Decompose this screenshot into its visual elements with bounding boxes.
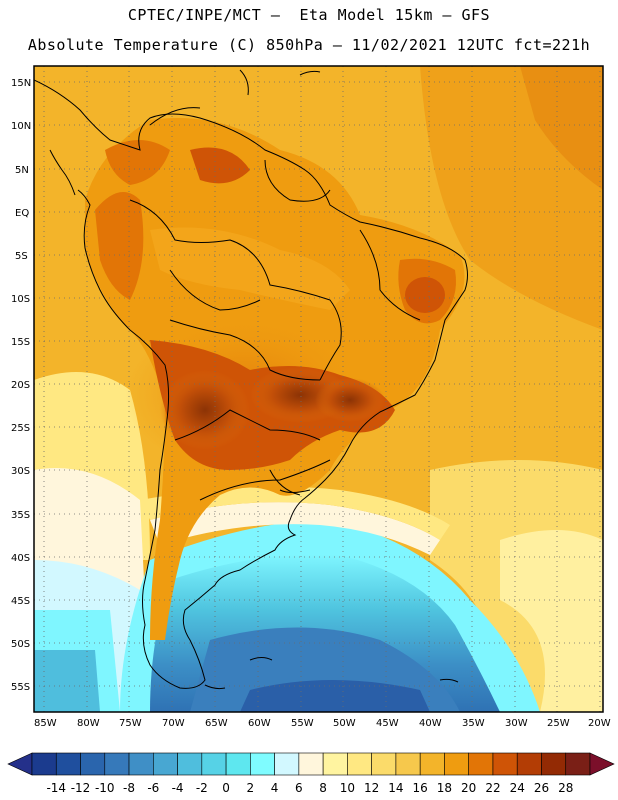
lat-label: 5S bbox=[15, 251, 28, 262]
lat-label: 15N bbox=[11, 78, 31, 89]
colorbar-swatch bbox=[225, 752, 251, 776]
colorbar-tick-label: 6 bbox=[295, 781, 303, 795]
colorbar-swatch bbox=[128, 752, 154, 776]
colorbar-swatch bbox=[371, 752, 397, 776]
colorbar-swatches bbox=[7, 752, 615, 776]
colorbar-tick-label: 14 bbox=[388, 781, 403, 795]
colorbar-tick-label: 2 bbox=[247, 781, 255, 795]
colorbar-swatch bbox=[492, 752, 518, 776]
title-field: Absolute Temperature (C) 850hPa – 11/02/… bbox=[27, 36, 591, 54]
colorbar-tick-label: 22 bbox=[485, 781, 500, 795]
lat-label: 50S bbox=[11, 639, 30, 650]
colorbar-swatch bbox=[80, 752, 106, 776]
colorbar-swatch bbox=[541, 752, 567, 776]
longitude-labels: 85W 80W 75W 70W 65W 60W 55W 50W 45W 40W … bbox=[34, 718, 611, 729]
colorbar-tick-label: 26 bbox=[534, 781, 549, 795]
colorbar-swatch bbox=[298, 752, 324, 776]
colorbar-tick-label: 8 bbox=[319, 781, 327, 795]
coastlines bbox=[34, 69, 468, 690]
colorbar-tick-label: 4 bbox=[271, 781, 279, 795]
colorbar-arrow-low bbox=[7, 752, 33, 776]
colorbar-swatch bbox=[322, 752, 348, 776]
colorbar-swatch bbox=[419, 752, 445, 776]
lat-label: 30S bbox=[11, 466, 30, 477]
colorbar-swatch bbox=[274, 752, 300, 776]
temperature-map: 15N 10N 5N EQ 5S 10S 15S 20S 25S 30S 35S… bbox=[11, 65, 611, 729]
lon-label: 75W bbox=[119, 718, 142, 729]
colorbar-tick-label: 0 bbox=[222, 781, 230, 795]
colorbar-tick-label: -14 bbox=[46, 781, 66, 795]
lon-label: 85W bbox=[34, 718, 57, 729]
lon-label: 25W bbox=[547, 718, 570, 729]
lat-label: 20S bbox=[11, 380, 30, 391]
lon-label: 80W bbox=[77, 718, 100, 729]
colorbar-tick-label: 12 bbox=[364, 781, 379, 795]
colorbar: -14 -12 -10 -8 -6 -4 -2 0 2 4 6 8 10 12 14 16 18 20 22 24 26… bbox=[7, 752, 615, 795]
colorbar-swatch bbox=[468, 752, 494, 776]
lat-label: 55S bbox=[11, 682, 30, 693]
colorbar-swatch bbox=[104, 752, 130, 776]
colorbar-swatch bbox=[31, 752, 57, 776]
colorbar-tick-label: 24 bbox=[510, 781, 525, 795]
lon-label: 35W bbox=[462, 718, 485, 729]
lat-label: 15S bbox=[11, 337, 30, 348]
colorbar-swatch bbox=[201, 752, 227, 776]
title-model: CPTEC/INPE/MCT – Eta Model 15km – GFS bbox=[127, 6, 491, 24]
lon-label: 70W bbox=[162, 718, 185, 729]
colorbar-tick-label: 20 bbox=[461, 781, 476, 795]
colorbar-tick-label: -4 bbox=[172, 781, 184, 795]
colorbar-swatch bbox=[250, 752, 275, 776]
lon-label: 20W bbox=[588, 718, 611, 729]
colorbar-arrow-high bbox=[589, 752, 615, 776]
colorbar-tick-label: -8 bbox=[123, 781, 135, 795]
colorbar-tick-label: 28 bbox=[558, 781, 573, 795]
colorbar-tick-label: 10 bbox=[340, 781, 355, 795]
colorbar-tick-label: 16 bbox=[413, 781, 428, 795]
colorbar-ticks: -14 -12 -10 -8 -6 -4 -2 0 2 4 6 8 10 12 14 16 18 20 22 24 26… bbox=[46, 781, 573, 795]
lon-label: 40W bbox=[419, 718, 442, 729]
colorbar-tick-label: -6 bbox=[147, 781, 159, 795]
lat-label: 45S bbox=[11, 596, 30, 607]
lon-label: 65W bbox=[205, 718, 228, 729]
lat-label: 5N bbox=[15, 165, 29, 176]
lon-label: 30W bbox=[505, 718, 528, 729]
colorbar-swatch bbox=[177, 752, 203, 776]
lat-label: 40S bbox=[11, 553, 30, 564]
plot-frame bbox=[33, 65, 604, 713]
field-shading bbox=[34, 66, 603, 712]
colorbar-tick-label: -10 bbox=[95, 781, 115, 795]
lat-label: 25S bbox=[11, 423, 30, 434]
lon-label: 50W bbox=[333, 718, 356, 729]
lon-label: 55W bbox=[291, 718, 314, 729]
lon-label: 60W bbox=[248, 718, 271, 729]
latitude-labels: 15N 10N 5N EQ 5S 10S 15S 20S 25S 30S 35S… bbox=[11, 78, 31, 693]
lat-label: 35S bbox=[11, 510, 30, 521]
colorbar-swatch bbox=[153, 752, 178, 776]
lat-label: 10S bbox=[11, 294, 30, 305]
colorbar-tick-label: 18 bbox=[437, 781, 452, 795]
colorbar-swatch bbox=[444, 752, 469, 776]
colorbar-swatch bbox=[347, 752, 372, 776]
colorbar-swatch bbox=[565, 752, 591, 776]
colorbar-tick-label: -2 bbox=[196, 781, 208, 795]
lat-label: EQ bbox=[15, 208, 29, 219]
lon-label: 45W bbox=[376, 718, 399, 729]
colorbar-tick-label: -12 bbox=[71, 781, 91, 795]
colorbar-swatch bbox=[55, 752, 81, 776]
lat-label: 10N bbox=[11, 121, 31, 132]
colorbar-swatch bbox=[516, 752, 542, 776]
colorbar-swatch bbox=[395, 752, 421, 776]
